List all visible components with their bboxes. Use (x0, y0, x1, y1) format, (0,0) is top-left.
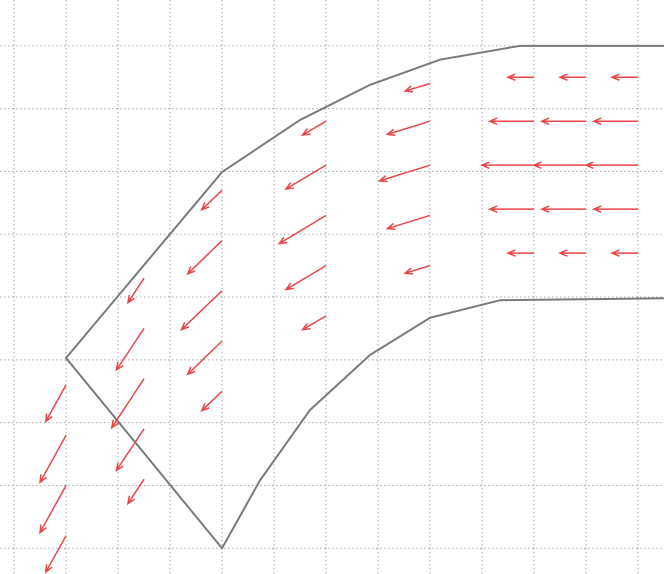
arrow (200, 390, 223, 413)
arrow (506, 249, 535, 257)
arrow (126, 478, 145, 506)
channel-boundary (64, 44, 664, 551)
arrow (110, 378, 145, 430)
arrow (591, 117, 639, 126)
arrow (610, 249, 639, 257)
arrow (284, 265, 327, 291)
arrow (532, 161, 587, 169)
arrow (487, 117, 535, 126)
arrow (115, 428, 145, 472)
arrow (480, 161, 535, 169)
arrow (44, 384, 67, 424)
arrow (584, 161, 639, 169)
arrow (385, 214, 431, 231)
arrow (539, 205, 587, 213)
arrow (506, 73, 535, 82)
arrow (39, 434, 67, 484)
arrow (558, 73, 587, 82)
arrow (487, 205, 535, 213)
arrow (284, 164, 327, 191)
arrow (539, 117, 587, 126)
arrow (385, 120, 431, 136)
arrow (377, 164, 431, 183)
arrow (180, 290, 223, 332)
arrow (591, 205, 639, 213)
arrow (300, 315, 327, 331)
arrow (277, 214, 327, 245)
arrow (610, 73, 639, 82)
arrow (39, 485, 67, 535)
arrow (44, 535, 67, 574)
arrow (558, 249, 587, 257)
arrow (186, 239, 223, 276)
arrow (200, 189, 223, 212)
arrow (300, 120, 327, 137)
arrow (186, 340, 223, 376)
arrow (115, 328, 145, 372)
arrow (403, 264, 431, 275)
arrow (403, 82, 431, 93)
arrow (126, 277, 145, 305)
